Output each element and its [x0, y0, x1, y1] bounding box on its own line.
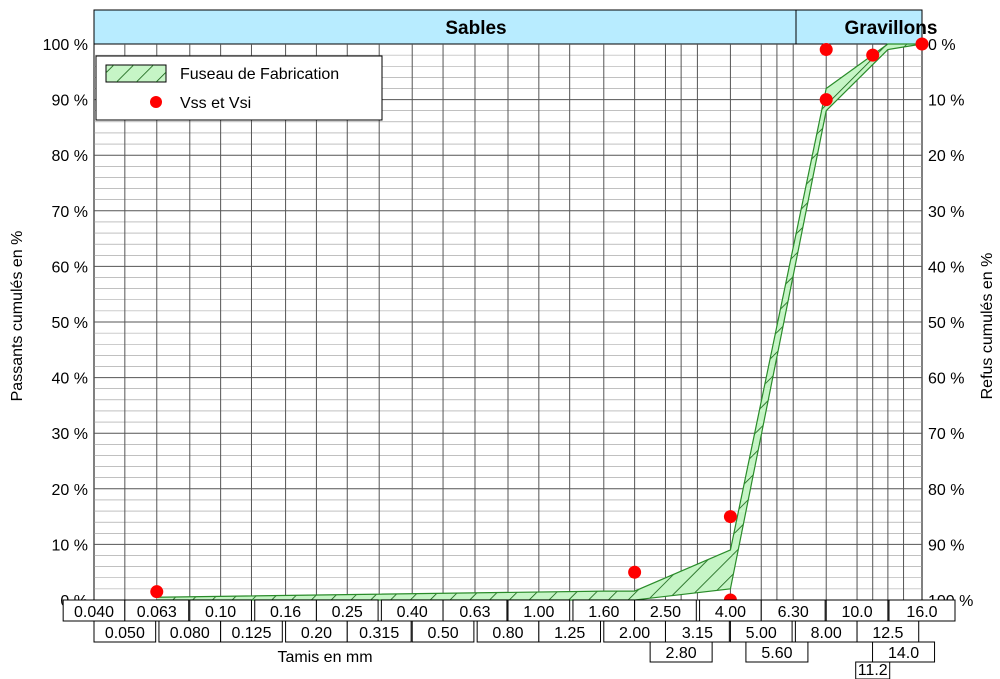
vss-vsi-point [628, 565, 642, 579]
y-left-tick-label: 60 % [52, 259, 88, 276]
sieve-label: 1.25 [554, 625, 585, 642]
sieve-label: 8.00 [811, 625, 842, 642]
sieve-label: 0.050 [105, 625, 145, 642]
sieve-cell [442, 599, 508, 622]
vss-vsi-point [866, 48, 880, 62]
legend: Fuseau de Fabrication Vss et Vsi [95, 55, 383, 121]
sieve-cell [346, 620, 412, 643]
sieve-label: 0.80 [492, 625, 523, 642]
sieve-label: 5.60 [761, 645, 792, 662]
y-left-tick-label: 50 % [52, 315, 88, 332]
sieve-label: 1.00 [523, 604, 554, 621]
vss-vsi-point [819, 43, 833, 57]
legend-marker-points [150, 96, 162, 108]
y-left-tick-label: 100 % [43, 37, 88, 54]
y-axis-left-ticks: 0 %10 %20 %30 %40 %50 %60 %70 %80 %90 %1… [43, 37, 88, 610]
y-left-tick-label: 80 % [52, 148, 88, 165]
sieve-label: 0.16 [270, 604, 301, 621]
sieve-cell [745, 641, 809, 663]
plot-area [93, 37, 929, 607]
y-right-tick-label: 40 % [928, 259, 964, 276]
sieve-cell [93, 620, 157, 643]
vss-vsi-points [150, 37, 929, 607]
y-right-tick-label: 90 % [928, 537, 964, 554]
sieve-cell [855, 661, 891, 679]
particle-size-header: Sables Gravillons [93, 9, 938, 45]
sieve-label: 0.50 [427, 625, 458, 642]
sieve-label: 2.80 [666, 645, 697, 662]
sieve-label: 14.0 [888, 645, 919, 662]
sieve-label: 0.040 [74, 604, 114, 621]
sieve-cell [760, 599, 826, 622]
sieve-label: 0.315 [359, 625, 399, 642]
sieve-cell [220, 620, 283, 643]
sieve-gridlines [124, 44, 905, 600]
vss-vsi-point [915, 37, 929, 51]
y-right-tick-label: 70 % [928, 426, 964, 443]
sieve-label: 10.0 [841, 604, 872, 621]
sieve-labels: 0.040 0.063 0.10 0.16 0.25 0.40 0.63 1.00 1.60 2.… [62, 599, 956, 679]
sieve-cell [649, 641, 713, 663]
sieve-label: 4.00 [715, 604, 746, 621]
sieve-label: 16.0 [906, 604, 937, 621]
sieve-label: 0.25 [332, 604, 363, 621]
sieve-label: 0.080 [170, 625, 210, 642]
y-left-tick-label: 90 % [52, 93, 88, 110]
y-left-tick-label: 70 % [52, 204, 88, 221]
sieve-label: 0.20 [301, 625, 332, 642]
sieve-label: 0.10 [205, 604, 236, 621]
sieve-label: 2.00 [619, 625, 650, 642]
sieve-label: 11.2 [858, 662, 888, 679]
sieve-label: 0.63 [459, 604, 490, 621]
band-label-sables: Sables [445, 18, 506, 39]
sieve-cell [888, 599, 956, 622]
sieve-label: 0.125 [231, 625, 271, 642]
sieve-label: 2.50 [650, 604, 681, 621]
y-right-tick-label: 50 % [928, 315, 964, 332]
y-left-tick-label: 10 % [52, 537, 88, 554]
y-right-tick-label: 80 % [928, 482, 964, 499]
vss-vsi-point [150, 585, 164, 599]
sieve-cell [538, 620, 602, 643]
vss-vsi-point [819, 93, 833, 107]
legend-label-fuseau: Fuseau de Fabrication [180, 66, 339, 83]
sieve-label: 0.40 [397, 604, 428, 621]
y-left-tick-label: 20 % [52, 482, 88, 499]
sieve-cell [872, 641, 936, 663]
sieve-label: 0.063 [137, 604, 177, 621]
fuseau-upper-line [156, 43, 922, 598]
sieve-cell [124, 599, 190, 622]
y-right-tick-label: 10 % [928, 93, 964, 110]
y-left-tick-label: 30 % [52, 426, 88, 443]
x-axis-title: Tamis en mm [277, 649, 372, 666]
sieve-label: 12.5 [872, 625, 903, 642]
band-label-gravillons: Gravillons [845, 18, 938, 39]
y-right-tick-label: 0 % [928, 37, 956, 54]
sieve-label: 5.00 [746, 625, 777, 642]
y-right-tick-label: 30 % [928, 204, 964, 221]
vss-vsi-point [723, 510, 737, 524]
y-left-tick-label: 40 % [52, 371, 88, 388]
y-right-tick-label: 60 % [928, 371, 964, 388]
y-axis-right-title: Refus cumulés en % [979, 253, 996, 400]
sieve-label: 1.60 [588, 604, 619, 621]
y-axis-right-ticks: 100 %90 %80 %70 %60 %50 %40 %30 %20 %10 … [928, 37, 973, 610]
sieve-cell [411, 620, 475, 643]
sieve-label: 3.15 [682, 625, 713, 642]
sieve-label: 6.30 [778, 604, 809, 621]
y-axis-left-title: Passants cumulés en % [9, 231, 26, 402]
legend-label-points: Vss et Vsi [180, 95, 251, 112]
y-right-tick-label: 20 % [928, 148, 964, 165]
